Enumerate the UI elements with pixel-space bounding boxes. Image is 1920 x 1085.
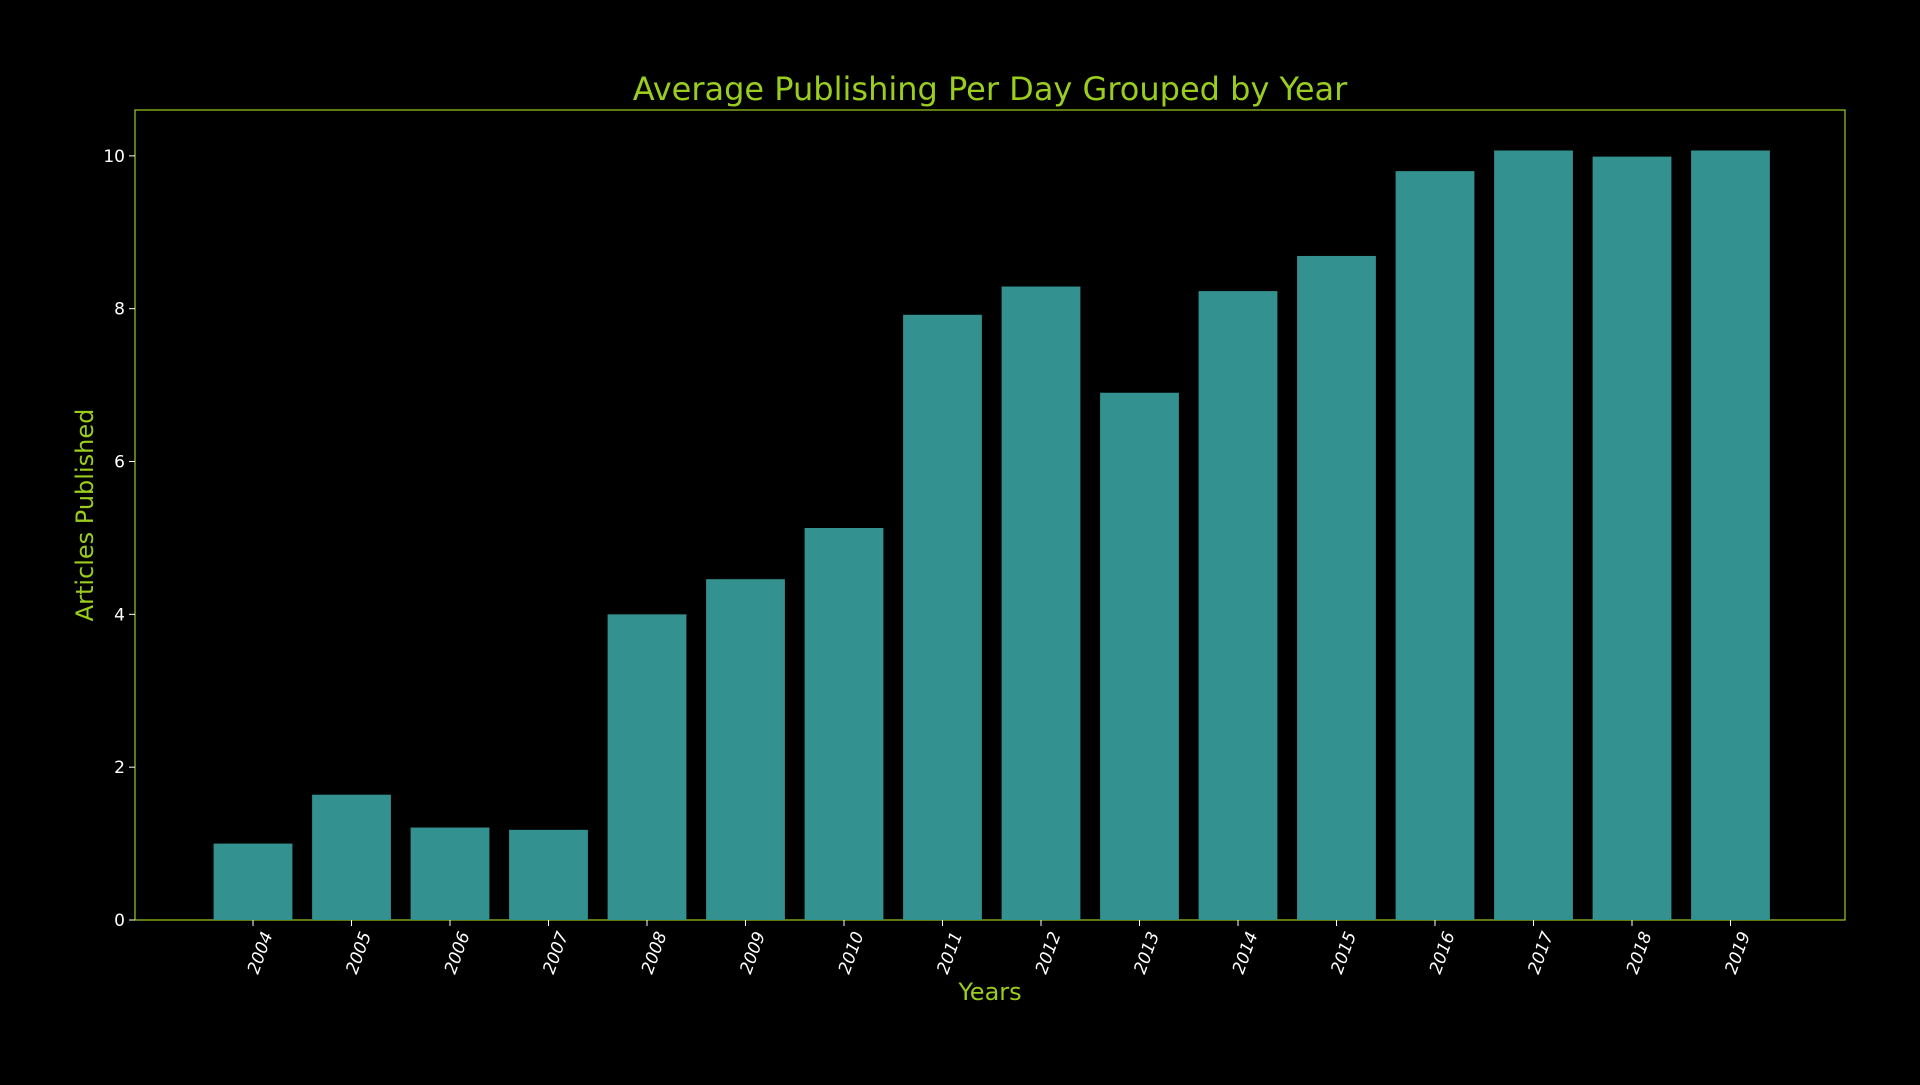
x-axis: 2004 2005 2006 2007 2008 2009 2010 2011 2012 2013… — [244, 920, 1755, 977]
x-tick-label-2012: 2012 — [1032, 929, 1066, 976]
x-tick-label-2018: 2018 — [1623, 929, 1657, 977]
bar-2008 — [607, 614, 687, 920]
x-tick-label-2004: 2004 — [244, 929, 278, 976]
y-tick-label-4: 4 — [114, 605, 125, 625]
x-tick-label-2005: 2005 — [342, 929, 376, 976]
y-tick-label-10: 10 — [103, 147, 125, 167]
y-tick-label-2: 2 — [114, 758, 125, 778]
y-tick-label-0: 0 — [114, 911, 125, 931]
bar-2015 — [1297, 255, 1376, 920]
x-tick-label-2011: 2011 — [933, 929, 967, 976]
x-tick-label-2008: 2008 — [638, 929, 672, 977]
bar-2011 — [903, 314, 982, 920]
bars-layer — [213, 150, 1770, 921]
x-tick-label-2015: 2015 — [1327, 929, 1361, 976]
x-tick-label-2016: 2016 — [1426, 929, 1460, 977]
y-tick-label-6: 6 — [114, 453, 125, 473]
x-tick-label-2009: 2009 — [736, 929, 770, 976]
x-tick-label-2010: 2010 — [835, 929, 869, 976]
y-axis-label: Articles Published — [71, 409, 99, 622]
y-tick-label-8: 8 — [114, 300, 125, 320]
bar-2006 — [410, 827, 490, 920]
bar-2005 — [312, 794, 391, 920]
bar-2017 — [1494, 150, 1573, 920]
x-axis-label: Years — [957, 978, 1021, 1006]
bar-2009 — [706, 579, 785, 920]
bar-2007 — [509, 829, 588, 920]
x-tick-label-2006: 2006 — [441, 929, 475, 977]
x-tick-label-2019: 2019 — [1721, 929, 1755, 976]
bar-2004 — [213, 843, 293, 920]
bar-2010 — [804, 527, 884, 920]
bar-2014 — [1198, 291, 1278, 921]
x-tick-label-2014: 2014 — [1229, 929, 1263, 976]
chart-title: Average Publishing Per Day Grouped by Ye… — [633, 70, 1348, 108]
bar-2019 — [1691, 150, 1770, 920]
bar-2013 — [1100, 392, 1179, 920]
bar-2012 — [1001, 286, 1081, 920]
x-tick-label-2007: 2007 — [539, 929, 573, 977]
bar-2018 — [1592, 156, 1672, 921]
y-axis: 0 2 4 6 8 10 — [103, 147, 135, 931]
x-tick-label-2017: 2017 — [1524, 929, 1558, 977]
x-tick-label-2013: 2013 — [1130, 929, 1164, 976]
bar-2016 — [1395, 171, 1475, 920]
plot-frame — [134, 109, 1846, 921]
